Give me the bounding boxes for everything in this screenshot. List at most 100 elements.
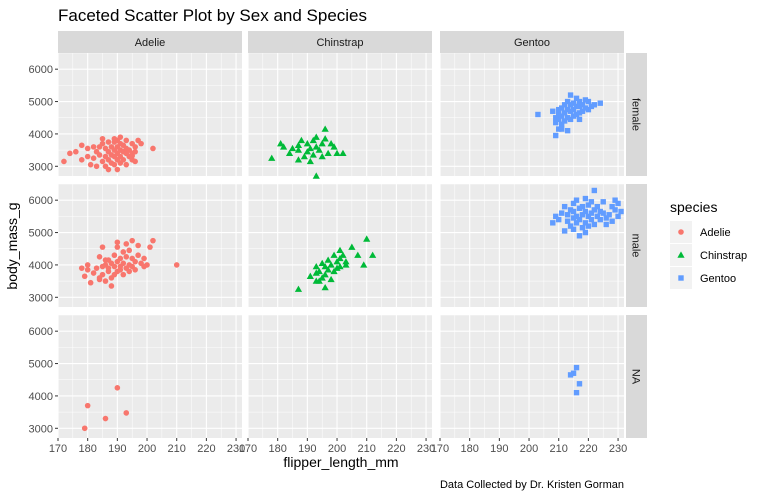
data-point-adelie bbox=[78, 265, 85, 271]
x-tick-label: 200 bbox=[138, 443, 156, 455]
x-tick-label: 180 bbox=[268, 443, 286, 455]
data-point-gentoo bbox=[561, 203, 568, 210]
x-tick-label: 190 bbox=[108, 443, 126, 455]
data-point-chinstrap bbox=[324, 149, 332, 157]
data-point-chinstrap bbox=[285, 149, 294, 157]
x-tick-label: 190 bbox=[298, 443, 316, 455]
data-point-gentoo bbox=[573, 111, 580, 118]
data-point-gentoo bbox=[579, 203, 586, 210]
data-point-adelie bbox=[150, 145, 156, 152]
data-point-gentoo bbox=[609, 203, 615, 210]
data-point-chinstrap bbox=[369, 251, 377, 258]
legend-title: species bbox=[670, 199, 717, 215]
data-point-adelie bbox=[102, 415, 109, 422]
data-point-adelie bbox=[96, 276, 103, 283]
data-point-chinstrap bbox=[294, 156, 303, 163]
data-point-chinstrap bbox=[318, 274, 326, 281]
data-point-gentoo bbox=[561, 228, 568, 234]
data-point-adelie bbox=[117, 255, 124, 262]
data-point-gentoo bbox=[597, 208, 603, 215]
data-point-chinstrap bbox=[318, 259, 326, 267]
data-point-chinstrap bbox=[312, 269, 320, 276]
facet-strips: Adelie Chinstrap Gentoo female male NA bbox=[58, 31, 647, 438]
data-point-adelie bbox=[87, 161, 94, 168]
data-point-adelie bbox=[173, 262, 180, 268]
data-point-gentoo bbox=[556, 111, 562, 118]
data-point-gentoo bbox=[588, 210, 595, 216]
data-point-chinstrap bbox=[294, 141, 303, 148]
data-point-gentoo bbox=[612, 207, 618, 213]
x-tick-label: 170 bbox=[49, 443, 67, 455]
data-point-gentoo bbox=[576, 103, 583, 110]
data-point-adelie bbox=[84, 153, 91, 160]
data-point-gentoo bbox=[600, 210, 606, 216]
data-point-adelie bbox=[123, 241, 130, 247]
x-tick-label: 200 bbox=[520, 443, 538, 455]
data-point-adelie bbox=[147, 244, 153, 250]
y-tick-label: 5000 bbox=[29, 359, 53, 371]
data-point-adelie bbox=[105, 139, 112, 145]
data-point-adelie bbox=[78, 142, 85, 149]
data-point-gentoo bbox=[567, 372, 574, 378]
strip-label-male: male bbox=[630, 234, 642, 258]
data-point-gentoo bbox=[556, 216, 562, 223]
data-point-gentoo bbox=[561, 118, 568, 124]
data-point-gentoo bbox=[597, 216, 603, 223]
data-point-chinstrap bbox=[321, 271, 329, 278]
chart-title: Faceted Scatter Plot by Sex and Species bbox=[58, 6, 367, 25]
data-point-gentoo bbox=[570, 215, 577, 221]
data-point-adelie bbox=[126, 268, 133, 275]
data-point-adelie bbox=[84, 266, 91, 273]
data-point-gentoo bbox=[576, 233, 583, 239]
x-tick-label: 200 bbox=[328, 443, 346, 455]
data-point-gentoo bbox=[609, 218, 615, 224]
data-point-gentoo bbox=[573, 95, 580, 102]
data-point-adelie bbox=[111, 252, 118, 259]
data-point-gentoo bbox=[567, 108, 574, 114]
data-point-chinstrap bbox=[312, 133, 320, 140]
data-point-adelie bbox=[129, 152, 135, 159]
data-point-gentoo bbox=[579, 224, 586, 231]
data-point-gentoo bbox=[573, 389, 580, 396]
y-tick-label: 4000 bbox=[29, 391, 53, 403]
x-tick-label: 170 bbox=[239, 443, 257, 455]
x-tick-label: 170 bbox=[431, 443, 449, 455]
data-point-adelie bbox=[99, 135, 106, 142]
data-point-gentoo bbox=[579, 108, 586, 114]
data-points bbox=[61, 92, 624, 432]
data-point-adelie bbox=[84, 262, 91, 268]
data-point-adelie bbox=[108, 283, 115, 289]
data-point-adelie bbox=[102, 257, 109, 263]
data-point-adelie bbox=[120, 260, 127, 267]
data-point-gentoo bbox=[564, 115, 571, 121]
data-point-gentoo bbox=[553, 213, 559, 220]
data-point-adelie bbox=[99, 271, 106, 278]
data-point-adelie bbox=[105, 166, 112, 173]
data-point-chinstrap bbox=[342, 258, 350, 265]
data-point-adelie bbox=[132, 148, 138, 155]
data-point-chinstrap bbox=[315, 267, 323, 275]
y-tick-label: 6000 bbox=[29, 64, 53, 76]
data-point-gentoo bbox=[597, 100, 603, 106]
data-point-adelie bbox=[141, 255, 147, 262]
data-point-gentoo bbox=[570, 100, 577, 106]
data-point-gentoo bbox=[570, 106, 577, 113]
data-point-chinstrap bbox=[330, 143, 338, 150]
data-point-chinstrap bbox=[280, 143, 288, 150]
data-point-gentoo bbox=[550, 220, 556, 226]
data-point-gentoo bbox=[576, 205, 583, 211]
x-tick-label: 210 bbox=[168, 443, 186, 455]
x-tick-label: 230 bbox=[609, 443, 627, 455]
data-point-gentoo bbox=[582, 105, 589, 111]
data-point-chinstrap bbox=[315, 146, 323, 153]
data-point-chinstrap bbox=[339, 251, 347, 258]
data-point-adelie bbox=[123, 254, 130, 260]
data-point-adelie bbox=[90, 270, 97, 276]
data-point-adelie bbox=[114, 239, 121, 246]
data-point-chinstrap bbox=[363, 235, 371, 242]
data-point-chinstrap bbox=[303, 148, 311, 155]
panel-NA-Chinstrap bbox=[248, 315, 432, 438]
data-point-gentoo bbox=[573, 103, 580, 110]
data-point-gentoo bbox=[579, 102, 586, 108]
data-point-adelie bbox=[123, 410, 130, 416]
